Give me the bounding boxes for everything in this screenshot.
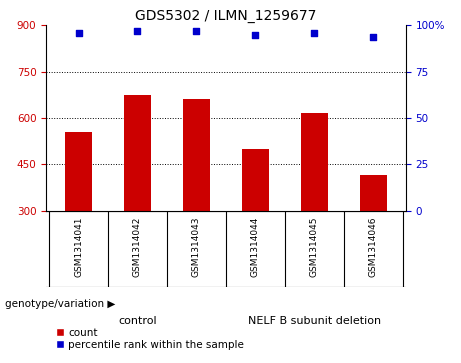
Point (311, 30, 318, 36)
Bar (124, 95, 151, 211)
Legend: count, percentile rank within the sample: count, percentile rank within the sample (51, 324, 248, 354)
Point (75, 30, 82, 36)
Text: GSM1314042: GSM1314042 (133, 217, 142, 277)
Bar (301, 113, 328, 211)
Text: control: control (118, 316, 157, 326)
Point (370, 34, 377, 40)
Text: GSM1314041: GSM1314041 (74, 217, 83, 277)
Text: genotype/variation ▶: genotype/variation ▶ (5, 299, 115, 309)
Point (193, 28, 200, 34)
Bar (242, 149, 269, 211)
Point (134, 28, 141, 34)
Text: GSM1314045: GSM1314045 (310, 217, 319, 277)
Text: GSM1314043: GSM1314043 (192, 217, 201, 277)
Point (252, 32, 259, 38)
Title: GDS5302 / ILMN_1259677: GDS5302 / ILMN_1259677 (135, 9, 317, 23)
Bar (183, 99, 210, 211)
Bar (65, 132, 92, 211)
Text: GSM1314046: GSM1314046 (369, 217, 378, 277)
Text: GSM1314044: GSM1314044 (251, 217, 260, 277)
Text: NELF B subunit deletion: NELF B subunit deletion (248, 316, 381, 326)
Bar (360, 175, 386, 211)
